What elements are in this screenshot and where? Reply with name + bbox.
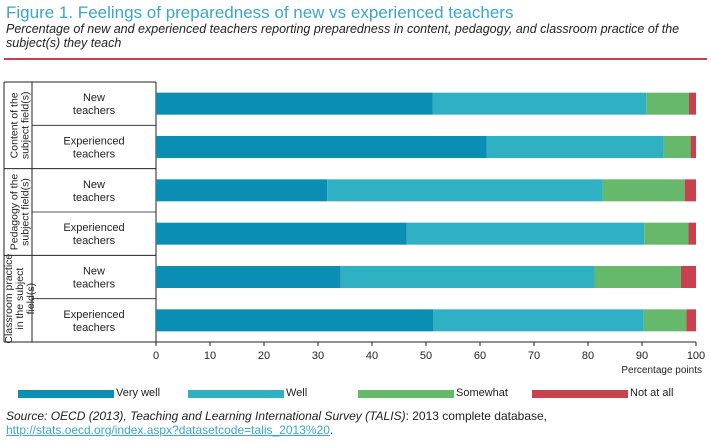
legend-swatch xyxy=(18,390,114,398)
x-tick-label: 10 xyxy=(204,350,216,362)
row-label: Experienced teachers xyxy=(63,136,124,161)
row-label: New teachers xyxy=(73,92,116,117)
bar-not-at-all xyxy=(688,92,696,115)
row-label: New teachers xyxy=(73,179,116,204)
bar-very-well xyxy=(156,222,407,245)
x-tick-label: 80 xyxy=(582,350,594,362)
x-tick-label: 60 xyxy=(474,350,486,362)
bar-not-at-all xyxy=(688,222,696,245)
bar-well xyxy=(327,179,603,202)
bar-somewhat xyxy=(663,136,691,158)
x-tick-label: 70 xyxy=(528,350,540,362)
row-label: New teachers xyxy=(73,266,116,291)
legend-label: Well xyxy=(286,387,308,399)
group-label: Pedagogy of thesubject field(s) xyxy=(9,174,32,251)
bar-not-at-all xyxy=(680,266,696,288)
bar-very-well xyxy=(156,92,433,115)
source-link[interactable]: http://stats.oecd.org/index.aspx?dataset… xyxy=(6,423,330,437)
bar-somewhat xyxy=(594,266,681,288)
legend-swatch xyxy=(188,390,284,398)
x-tick-label: 0 xyxy=(153,350,159,362)
x-tick-label: 90 xyxy=(636,350,648,362)
bar-very-well xyxy=(156,309,434,332)
chart-subtitle: Percentage of new and experienced teache… xyxy=(6,22,680,50)
legend-swatch xyxy=(358,390,454,398)
legend-swatch xyxy=(532,390,628,398)
legend-label: Very well xyxy=(116,387,161,399)
bar-somewhat xyxy=(646,92,689,115)
bar-not-at-all xyxy=(690,136,696,158)
bar-very-well xyxy=(156,136,487,158)
bar-somewhat xyxy=(643,309,687,332)
x-tick-label: 20 xyxy=(258,350,270,362)
source-prefix: Source: OECD (2013), xyxy=(6,409,131,423)
row-label: Experienced teachers xyxy=(63,309,124,334)
x-axis-label: Percentage points xyxy=(621,365,702,376)
bar-not-at-all xyxy=(686,309,696,332)
bar-very-well xyxy=(156,179,328,202)
x-tick-label: 50 xyxy=(420,350,432,362)
source-note: Source: OECD (2013), Teaching and Learni… xyxy=(6,409,706,437)
bar-well xyxy=(340,266,595,288)
bar-well xyxy=(486,136,664,158)
stacked-bar-chart: Content of thesubject field(s) New teacher… xyxy=(3,81,705,376)
legend-label: Somewhat xyxy=(456,387,508,399)
legend: Very well Well Somewhat Not at all xyxy=(0,387,711,401)
bar-well xyxy=(432,92,647,115)
legend-label: Not at all xyxy=(630,387,674,399)
bar-not-at-all xyxy=(684,179,696,202)
group-label: Content of thesubject field(s) xyxy=(9,91,32,159)
bar-somewhat xyxy=(644,222,689,245)
title-rule xyxy=(4,58,707,60)
x-tick-label: 30 xyxy=(312,350,324,362)
source-db: : 2013 complete database, xyxy=(405,409,548,423)
bar-well xyxy=(433,309,644,332)
bar-very-well xyxy=(156,266,341,288)
group-label: Classroom practicein the subjectfield(s) xyxy=(3,254,37,344)
row-label: Experienced teachers xyxy=(63,222,124,247)
chart-title: Figure 1. Feelings of preparedness of ne… xyxy=(6,3,514,22)
bar-well xyxy=(406,222,645,245)
bar-somewhat xyxy=(602,179,685,202)
x-tick-label: 100 xyxy=(687,350,705,362)
source-suffix: . xyxy=(329,423,334,437)
source-title: Teaching and Learning International Surv… xyxy=(130,409,406,423)
x-tick-label: 40 xyxy=(366,350,378,362)
